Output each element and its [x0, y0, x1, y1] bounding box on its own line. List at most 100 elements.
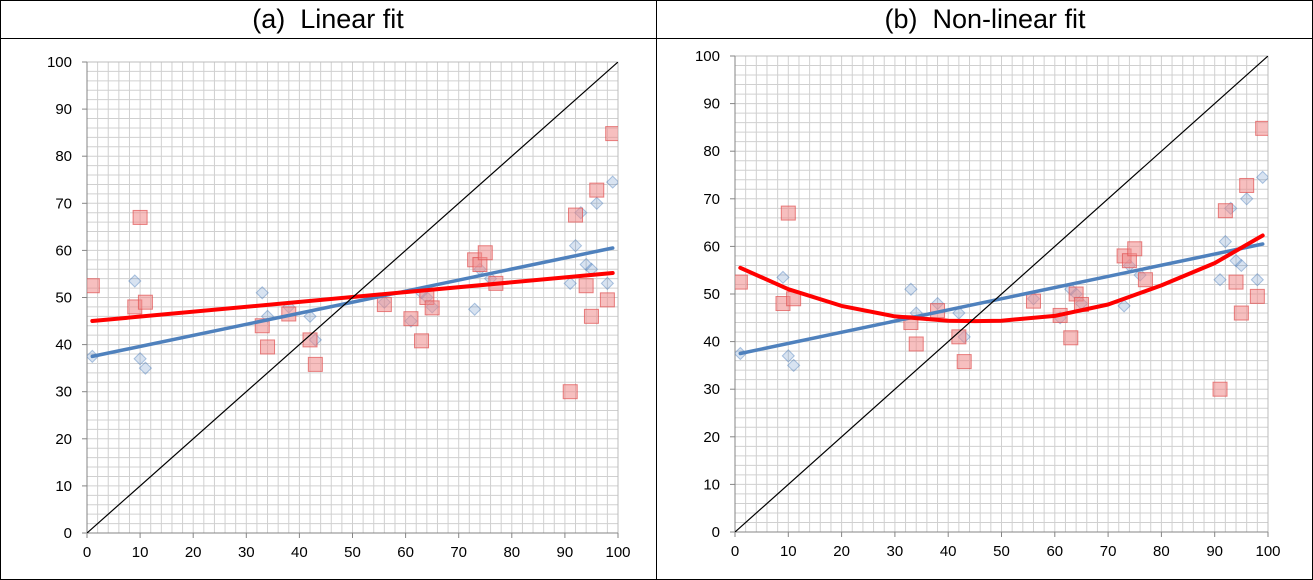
diamond-series: [87, 175, 618, 375]
diamond-point: [1234, 258, 1249, 273]
square-point: [254, 318, 270, 334]
y-tick-label: 50: [703, 286, 720, 303]
square-series: [87, 126, 618, 400]
square-point: [1233, 305, 1249, 321]
square-point: [568, 207, 584, 223]
diamond-point: [303, 309, 317, 324]
red-fit-line: [738, 233, 1265, 324]
y-tick-label: 10: [55, 478, 72, 495]
diamond-point: [473, 262, 487, 276]
square-point: [1121, 253, 1137, 269]
square-point: [281, 306, 297, 322]
diamond-point: [1064, 282, 1078, 296]
square-point: [930, 303, 946, 319]
square-point: [956, 354, 972, 370]
square-point: [786, 291, 802, 307]
diamond-point: [87, 349, 100, 364]
square-point: [424, 300, 440, 316]
square-point: [908, 336, 924, 352]
red-fit-line: [90, 271, 615, 323]
y-tick-label: 60: [703, 238, 720, 255]
x-tick-label: 50: [993, 543, 1010, 560]
square-point: [605, 126, 618, 142]
diamond-point: [574, 206, 588, 220]
diamond-point: [420, 290, 434, 305]
x-tick-label: 100: [605, 544, 630, 561]
y-tick-label: 90: [55, 101, 72, 118]
diamond-point: [786, 358, 801, 373]
diamond-point: [483, 271, 498, 286]
square-point: [562, 384, 578, 400]
diamond-point: [568, 238, 583, 253]
x-tick-label: 70: [1100, 543, 1117, 560]
square-point: [599, 292, 615, 308]
square-point: [1239, 177, 1255, 193]
square-point: [1212, 381, 1228, 397]
square-point: [376, 297, 392, 313]
plot-border: [734, 55, 1269, 533]
y-tick-label: 0: [64, 525, 72, 542]
diamond-point: [133, 352, 147, 366]
diamond-point: [138, 361, 153, 375]
diamond-point: [579, 257, 593, 272]
x-tick-label: 30: [887, 543, 904, 560]
x-tick-label: 80: [503, 544, 520, 561]
square-series: [735, 120, 1268, 397]
plot-data: [735, 56, 1268, 532]
y-tick-label: 10: [703, 476, 720, 493]
x-tick-label: 40: [940, 543, 957, 560]
identity-line: [735, 56, 1268, 532]
square-point: [1137, 272, 1153, 288]
y-tick-label: 40: [703, 334, 720, 351]
x-tick-label: 20: [833, 543, 850, 560]
y-tick-label: 50: [55, 290, 72, 307]
plot-area: [735, 56, 1268, 532]
diamond-point: [308, 333, 323, 347]
x-tick-label: 90: [1206, 543, 1223, 560]
y-tick-label: 20: [55, 431, 72, 448]
square-point: [1063, 330, 1079, 346]
plot-data: [87, 62, 618, 533]
square-point: [132, 209, 148, 225]
x-tick-label: 0: [731, 543, 739, 560]
diamond-point: [590, 196, 604, 211]
identity-line: [87, 62, 618, 533]
y-tick-label: 70: [703, 191, 720, 208]
diamond-point: [735, 346, 748, 361]
x-tick-label: 50: [344, 544, 361, 561]
y-tick-label: 60: [55, 242, 72, 259]
diamond-point: [563, 276, 577, 291]
square-point: [137, 294, 153, 310]
square-point: [302, 332, 318, 348]
diamond-point: [1229, 253, 1243, 268]
blue-fit-line: [90, 246, 615, 359]
square-point: [403, 311, 419, 327]
square-point: [1116, 248, 1132, 264]
y-tick-label: 20: [703, 429, 720, 446]
square-point: [1127, 241, 1143, 257]
x-tick-label: 30: [238, 544, 255, 561]
panel-a-title: (a) Linear fit: [252, 4, 404, 34]
square-point: [127, 299, 143, 315]
diamond-point: [781, 349, 796, 363]
square-point: [1073, 296, 1089, 312]
x-tick-label: 40: [291, 544, 308, 561]
diamond-point: [467, 302, 482, 316]
diamond-point: [128, 274, 142, 288]
diamond-point: [425, 300, 439, 314]
square-point: [472, 257, 488, 273]
y-tick-label: 100: [695, 48, 720, 65]
square-point: [467, 252, 483, 268]
plot-area: [87, 62, 618, 533]
gridlines: [87, 62, 618, 533]
diamond-point: [377, 295, 392, 309]
square-point: [780, 205, 796, 221]
square-point: [1249, 288, 1265, 304]
square-point: [260, 339, 276, 355]
diamond-point: [255, 286, 269, 300]
y-tick-label: 80: [703, 143, 720, 160]
diamond-point: [584, 262, 599, 276]
diamond-point: [1223, 201, 1238, 216]
